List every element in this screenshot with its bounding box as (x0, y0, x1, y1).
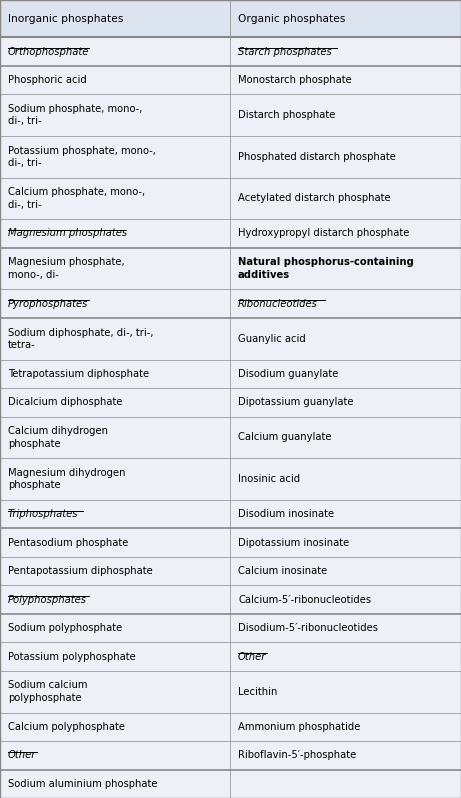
Text: Phosphoric acid: Phosphoric acid (8, 75, 87, 85)
Text: Pyrophosphates: Pyrophosphates (8, 298, 89, 309)
Text: Magnesium phosphate,
mono-, di-: Magnesium phosphate, mono-, di- (8, 258, 124, 280)
Text: Inorganic phosphates: Inorganic phosphates (8, 14, 124, 24)
Text: Ribonucleotides: Ribonucleotides (238, 298, 318, 309)
Text: Hydroxypropyl distarch phosphate: Hydroxypropyl distarch phosphate (238, 228, 409, 239)
Text: Other: Other (8, 750, 36, 760)
Text: Magnesium dihydrogen
phosphate: Magnesium dihydrogen phosphate (8, 468, 125, 490)
Text: Potassium polyphosphate: Potassium polyphosphate (8, 652, 136, 662)
Text: Disodium guanylate: Disodium guanylate (238, 369, 338, 379)
Text: Riboflavin-5′-phosphate: Riboflavin-5′-phosphate (238, 750, 356, 760)
Text: Phosphated distarch phosphate: Phosphated distarch phosphate (238, 152, 396, 162)
Text: Pentasodium phosphate: Pentasodium phosphate (8, 538, 128, 547)
Text: Sodium diphosphate, di-, tri-,
tetra-: Sodium diphosphate, di-, tri-, tetra- (8, 327, 154, 350)
Text: Dicalcium diphosphate: Dicalcium diphosphate (8, 397, 123, 407)
Text: Potassium phosphate, mono-,
di-, tri-: Potassium phosphate, mono-, di-, tri- (8, 145, 156, 168)
Text: Magnesium phosphates: Magnesium phosphates (8, 228, 127, 239)
Text: Disodium inosinate: Disodium inosinate (238, 509, 334, 519)
Text: Inosinic acid: Inosinic acid (238, 474, 300, 484)
Text: Calcium dihydrogen
phosphate: Calcium dihydrogen phosphate (8, 426, 108, 448)
Text: Sodium phosphate, mono-,
di-, tri-: Sodium phosphate, mono-, di-, tri- (8, 104, 142, 126)
Text: Tetrapotassium diphosphate: Tetrapotassium diphosphate (8, 369, 149, 379)
Text: Guanylic acid: Guanylic acid (238, 334, 306, 344)
Text: Lecithin: Lecithin (238, 686, 278, 697)
Text: Calcium polyphosphate: Calcium polyphosphate (8, 721, 125, 732)
Text: Polyphosphates: Polyphosphates (8, 595, 87, 605)
Text: Calcium-5′-ribonucleotides: Calcium-5′-ribonucleotides (238, 595, 371, 605)
Text: Natural phosphorus-containing
additives: Natural phosphorus-containing additives (238, 258, 414, 280)
Text: Orthophosphate: Orthophosphate (8, 46, 89, 57)
Text: Starch phosphates: Starch phosphates (238, 46, 332, 57)
Text: Disodium-5′-ribonucleotides: Disodium-5′-ribonucleotides (238, 623, 378, 633)
Text: Pentapotassium diphosphate: Pentapotassium diphosphate (8, 566, 153, 576)
Text: Other: Other (238, 652, 266, 662)
Text: Dipotassium guanylate: Dipotassium guanylate (238, 397, 354, 407)
Text: Organic phosphates: Organic phosphates (238, 14, 345, 24)
Text: Ammonium phosphatide: Ammonium phosphatide (238, 721, 361, 732)
Text: Calcium phosphate, mono-,
di-, tri-: Calcium phosphate, mono-, di-, tri- (8, 188, 145, 210)
Text: Triphosphates: Triphosphates (8, 509, 78, 519)
Text: Calcium guanylate: Calcium guanylate (238, 433, 331, 442)
Text: Sodium polyphosphate: Sodium polyphosphate (8, 623, 122, 633)
Text: Acetylated distarch phosphate: Acetylated distarch phosphate (238, 193, 390, 203)
Text: Dipotassium inosinate: Dipotassium inosinate (238, 538, 349, 547)
Text: Sodium calcium
polyphosphate: Sodium calcium polyphosphate (8, 681, 88, 703)
Text: Monostarch phosphate: Monostarch phosphate (238, 75, 352, 85)
Bar (0, 0, 461, 38)
Text: Distarch phosphate: Distarch phosphate (238, 110, 335, 120)
Text: Calcium inosinate: Calcium inosinate (238, 566, 327, 576)
Text: Sodium aluminium phosphate: Sodium aluminium phosphate (8, 779, 158, 788)
